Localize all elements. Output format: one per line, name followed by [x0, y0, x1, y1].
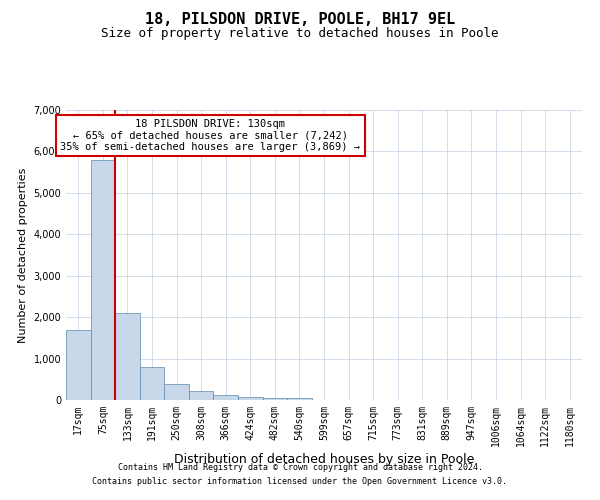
- Bar: [66, 330, 91, 400]
- X-axis label: Distribution of detached houses by size in Poole: Distribution of detached houses by size …: [174, 453, 474, 466]
- Text: Contains public sector information licensed under the Open Government Licence v3: Contains public sector information licen…: [92, 477, 508, 486]
- Text: 18 PILSDON DRIVE: 130sqm
← 65% of detached houses are smaller (7,242)
35% of sem: 18 PILSDON DRIVE: 130sqm ← 65% of detach…: [61, 118, 361, 152]
- Bar: [263, 398, 287, 400]
- Bar: [238, 397, 263, 400]
- Text: Size of property relative to detached houses in Poole: Size of property relative to detached ho…: [101, 28, 499, 40]
- Bar: [164, 384, 189, 400]
- Bar: [91, 160, 115, 400]
- Bar: [115, 313, 140, 400]
- Bar: [189, 392, 214, 400]
- Bar: [140, 367, 164, 400]
- Text: 18, PILSDON DRIVE, POOLE, BH17 9EL: 18, PILSDON DRIVE, POOLE, BH17 9EL: [145, 12, 455, 28]
- Bar: [287, 398, 312, 400]
- Y-axis label: Number of detached properties: Number of detached properties: [18, 168, 28, 342]
- Text: Contains HM Land Registry data © Crown copyright and database right 2024.: Contains HM Land Registry data © Crown c…: [118, 464, 482, 472]
- Bar: [214, 395, 238, 400]
